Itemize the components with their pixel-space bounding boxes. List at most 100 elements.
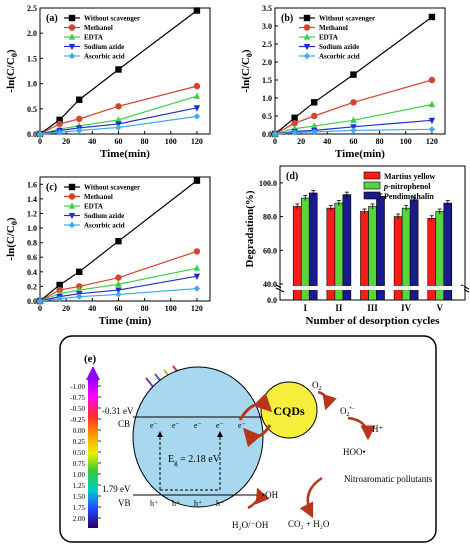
y-tick-label: 60.0 xyxy=(263,246,277,255)
legend-label: Ascorbic acid xyxy=(319,53,360,61)
y-axis-label: -ln(C/C0) xyxy=(5,217,19,260)
data-point xyxy=(311,122,318,129)
y-tick-label: 0.8 xyxy=(27,239,37,248)
legend-label: Methanol xyxy=(84,193,113,201)
data-point xyxy=(76,127,83,134)
legend-label: EDTA xyxy=(84,34,103,42)
y-tick-label: 1.0 xyxy=(27,80,37,89)
cb-label: CB xyxy=(118,419,130,429)
axis-break xyxy=(460,284,470,290)
vb-label: VB xyxy=(118,498,131,508)
legend-marker xyxy=(68,221,76,229)
y-tick-label: 0.6 xyxy=(27,253,37,262)
data-point xyxy=(56,295,63,303)
y-axis-label: -ln(C/C0) xyxy=(5,49,19,92)
x-tick-label: 0 xyxy=(38,137,42,146)
superoxide-arrow xyxy=(347,416,376,441)
electron-1: e⁻ xyxy=(150,421,158,430)
data-point xyxy=(56,129,63,136)
legend-marker xyxy=(68,52,76,60)
legend-marker xyxy=(68,24,76,31)
data-point xyxy=(76,293,83,300)
electron-4: e⁻ xyxy=(216,421,224,430)
y-tick-label: 0.5 xyxy=(262,112,272,121)
legend-label-dash: -nitrophenol xyxy=(388,182,431,191)
x-tick-label: 20 xyxy=(62,137,70,146)
axis-break xyxy=(275,287,285,293)
x-tick-label: 120 xyxy=(191,137,203,146)
data-point xyxy=(350,71,357,78)
data-point xyxy=(115,116,122,123)
data-point xyxy=(193,264,201,271)
h-plus-label: H⁺ xyxy=(372,424,383,434)
y-tick-label: 80.0 xyxy=(263,213,277,222)
bar xyxy=(443,202,453,301)
y-tick-label: 40.0 xyxy=(263,280,277,289)
x-tick-label: 0 xyxy=(38,304,42,313)
y-tick-label: 3.0 xyxy=(262,22,272,31)
x-tick-label: V xyxy=(437,303,444,313)
data-point xyxy=(193,285,201,292)
panel-label: (a) xyxy=(46,13,58,24)
legend-label: Methanol xyxy=(84,24,113,32)
data-point xyxy=(291,129,298,136)
data-point xyxy=(428,100,436,108)
legend-marker xyxy=(68,212,76,220)
vb-potential: 1.79 eV xyxy=(102,484,131,494)
panel-a-line-chart: 0 20 40 60 80 100 120 0.0 0.5 1.0 1.5 2.0 2.5 Time(mi… xyxy=(5,4,211,160)
y-tick-label: 3.5 xyxy=(262,4,272,13)
legend-marker xyxy=(303,52,311,60)
legend-label: Sodium azide xyxy=(84,212,124,220)
scale-tick-label: 0.00 xyxy=(73,427,86,435)
x-tick-label: 80 xyxy=(141,137,149,146)
legend-label: Sodium azide xyxy=(319,43,359,51)
scale-tick-label: 1.25 xyxy=(73,482,86,490)
x-tick-label: 60 xyxy=(114,137,122,146)
data-point xyxy=(115,287,122,294)
y-axis-label: Degradation(%) xyxy=(244,190,256,267)
data-point xyxy=(193,105,201,112)
x-tick-label: 100 xyxy=(400,137,412,146)
y-tick-label: 2.5 xyxy=(27,4,37,13)
scale-tick-label: -0.75 xyxy=(70,394,85,402)
data-point xyxy=(76,268,83,276)
pollutant-label: Nitroaromatic pollutants xyxy=(344,474,433,484)
y-tick-label: 1.0 xyxy=(27,224,37,233)
legend-label-italic: p xyxy=(383,182,388,191)
data-point xyxy=(115,280,122,287)
y-tick-label: 0.4 xyxy=(27,268,37,277)
plot-frame xyxy=(39,7,211,135)
x-tick-label: 100 xyxy=(165,304,177,313)
scale-tick-label: -1.00 xyxy=(70,383,85,391)
x-tick-label: 60 xyxy=(349,137,357,146)
x-tick-label: 40 xyxy=(88,137,96,146)
hydroxyl-radical-label: •OH xyxy=(262,490,279,500)
hole-1: h⁺ xyxy=(150,499,158,508)
x-tick-label: 120 xyxy=(191,304,203,313)
bar xyxy=(334,202,344,301)
data-point xyxy=(115,237,122,245)
data-point xyxy=(115,103,122,110)
scale-tick-label: -0.50 xyxy=(70,405,85,413)
cb-potential: -0.31 eV xyxy=(102,406,134,416)
y-tick-label: 0.0 xyxy=(27,130,37,139)
electron-transfer-arrow xyxy=(238,393,273,421)
data-point xyxy=(193,113,201,120)
x-tick-label: 0 xyxy=(273,137,277,146)
data-point xyxy=(428,126,436,133)
x-tick-label: 60 xyxy=(114,304,122,313)
panel-label: (d) xyxy=(286,171,298,182)
x-axis-label: Time (min) xyxy=(99,315,152,327)
y-tick-label: 0.5 xyxy=(27,105,37,114)
legend-marker xyxy=(68,202,76,209)
legend-label: Ascorbic acid xyxy=(84,222,125,230)
y-axis-label-main: -ln(C/C xyxy=(240,57,252,93)
panel-c-line-chart: 0 20 40 60 80 100 120 0.0 0.2 0.4 0.6 0.8 1.0 1.2 1.4 1… xyxy=(5,176,211,327)
x-tick-label: 20 xyxy=(297,137,305,146)
data-point xyxy=(193,7,201,14)
bar xyxy=(292,206,302,301)
y-axis-label-sub: 0 xyxy=(10,221,19,225)
y-tick-label: 2.0 xyxy=(27,29,37,38)
x-tick-label: 100 xyxy=(165,137,177,146)
